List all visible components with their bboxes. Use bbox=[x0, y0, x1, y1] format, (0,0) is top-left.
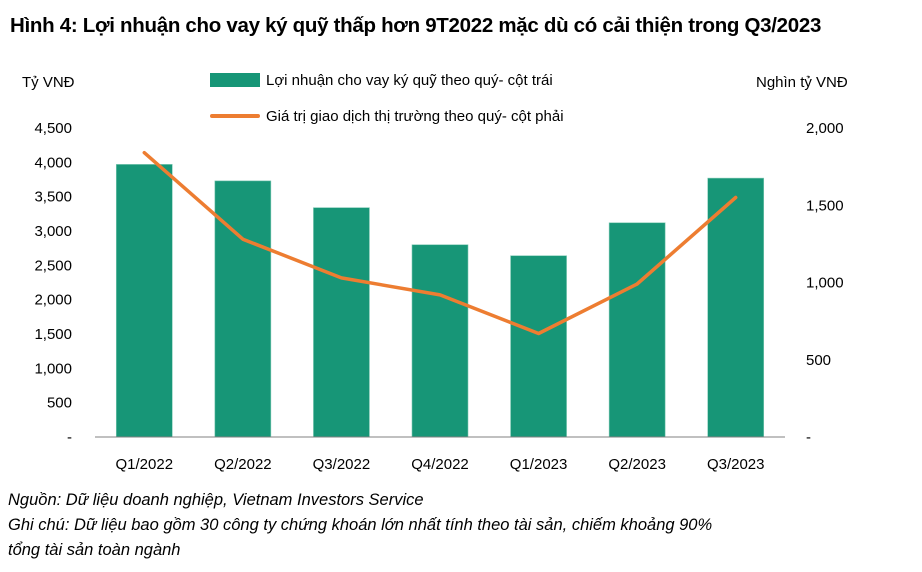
x-tick-label: Q3/2022 bbox=[313, 456, 371, 473]
left-tick-label: 4,000 bbox=[34, 154, 72, 171]
left-tick-label: 2,500 bbox=[34, 257, 72, 274]
bar-Q3-2023 bbox=[707, 177, 765, 438]
line-swatch-icon bbox=[210, 114, 260, 118]
legend-item-line: Giá trị giao dịch thị trường theo quý- c… bbox=[210, 98, 564, 134]
chart-title: Hình 4: Lợi nhuận cho vay ký quỹ thấp hơ… bbox=[10, 14, 822, 37]
bar-Q1-2022 bbox=[115, 164, 173, 438]
bar-Q2-2022 bbox=[214, 180, 272, 438]
left-axis-ticks: 4,500 4,000 3,500 3,000 2,500 2,000 1,500 1,000… bbox=[34, 120, 72, 446]
left-tick-label: 1,500 bbox=[34, 326, 72, 343]
x-tick-label: Q4/2022 bbox=[411, 456, 469, 473]
x-axis-labels: Q1/2022 Q2/2022 Q3/2022 Q4/2022 Q1/2023 Q2/20… bbox=[116, 456, 765, 473]
x-tick-label: Q1/2023 bbox=[510, 456, 568, 473]
footer: Nguồn: Dữ liệu doanh nghiệp, Vietnam Inv… bbox=[8, 488, 712, 563]
left-tick-label: 3,000 bbox=[34, 223, 72, 240]
x-tick-label: Q1/2022 bbox=[116, 456, 174, 473]
left-tick-label: 3,500 bbox=[34, 189, 72, 206]
left-tick-label: 4,500 bbox=[34, 120, 72, 137]
bar-Q2-2023 bbox=[608, 222, 666, 438]
bar-Q4-2022 bbox=[411, 244, 469, 438]
right-tick-label: 500 bbox=[806, 352, 831, 369]
right-tick-label: 1,000 bbox=[806, 275, 844, 292]
bar-swatch-icon bbox=[210, 73, 260, 87]
left-axis-unit: Tỷ VNĐ bbox=[22, 74, 75, 91]
legend-bar-label: Lợi nhuận cho vay ký quỹ theo quý- cột t… bbox=[266, 71, 553, 89]
bar-Q1-2023 bbox=[510, 255, 567, 438]
right-axis-unit: Nghìn tỷ VNĐ bbox=[756, 74, 848, 91]
right-axis-ticks: 2,000 1,500 1,000 500 - bbox=[806, 120, 844, 446]
left-tick-label: 1,000 bbox=[34, 360, 72, 377]
data-note-continued: tổng tài sản toàn ngành bbox=[8, 541, 181, 559]
right-tick-label: - bbox=[806, 429, 811, 446]
legend-line-label: Giá trị giao dịch thị trường theo quý- c… bbox=[266, 107, 564, 125]
x-tick-label: Q2/2023 bbox=[608, 456, 666, 473]
left-tick-label: - bbox=[67, 429, 72, 446]
line-series bbox=[142, 150, 738, 336]
source-note: Nguồn: Dữ liệu doanh nghiệp, Vietnam Inv… bbox=[8, 491, 424, 509]
left-tick-label: 2,000 bbox=[34, 292, 72, 309]
data-note: Ghi chú: Dữ liệu bao gồm 30 công ty chứn… bbox=[8, 516, 713, 534]
bar-Q3-2022 bbox=[313, 207, 370, 438]
bar-series bbox=[115, 164, 765, 438]
right-tick-label: 2,000 bbox=[806, 120, 844, 137]
legend-item-bar: Lợi nhuận cho vay ký quỹ theo quý- cột t… bbox=[210, 62, 564, 98]
left-tick-label: 500 bbox=[47, 395, 72, 412]
x-tick-label: Q3/2023 bbox=[707, 456, 765, 473]
x-tick-label: Q2/2022 bbox=[214, 456, 272, 473]
legend: Lợi nhuận cho vay ký quỹ theo quý- cột t… bbox=[210, 62, 564, 134]
right-tick-label: 1,500 bbox=[806, 197, 844, 214]
